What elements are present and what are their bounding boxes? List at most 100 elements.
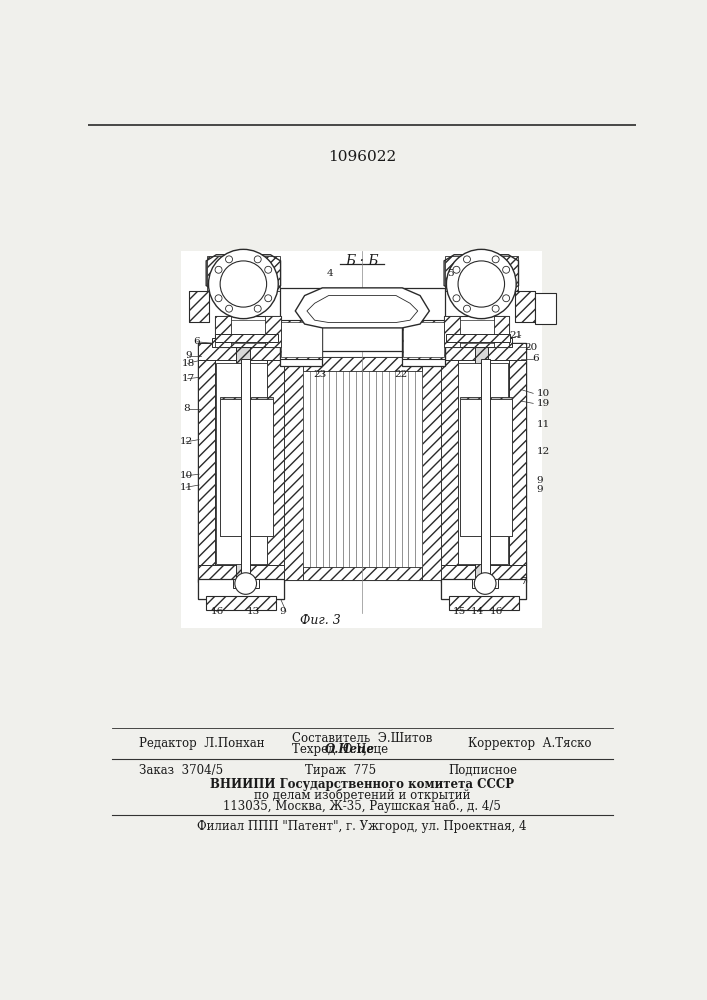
Text: Тираж  775: Тираж 775 — [305, 764, 377, 777]
Bar — [233, 579, 259, 588]
Bar — [322, 305, 402, 351]
Circle shape — [215, 266, 222, 273]
Circle shape — [255, 256, 261, 263]
Bar — [267, 343, 284, 582]
Bar — [216, 316, 231, 347]
Bar — [491, 397, 513, 536]
Bar — [421, 357, 441, 580]
Bar — [446, 334, 510, 342]
Text: 9: 9 — [280, 607, 286, 616]
Text: Техред  О.Неце: Техред О.Неце — [292, 743, 388, 756]
Text: 15: 15 — [452, 607, 466, 616]
Circle shape — [492, 256, 499, 263]
Text: 21: 21 — [509, 331, 522, 340]
Bar — [441, 582, 526, 599]
Text: Заказ  3704/5: Заказ 3704/5 — [139, 764, 223, 777]
Text: Корректор  А.Тяско: Корректор А.Тяско — [468, 737, 592, 750]
Bar — [444, 338, 513, 347]
Bar — [212, 338, 281, 347]
Bar — [402, 288, 445, 366]
Circle shape — [226, 305, 233, 312]
Text: Составитель  Э.Шитов: Составитель Э.Шитов — [292, 732, 433, 745]
Circle shape — [464, 305, 470, 312]
Circle shape — [474, 573, 496, 594]
Text: 12: 12 — [180, 437, 193, 446]
Bar — [236, 343, 250, 582]
Circle shape — [446, 249, 516, 319]
Text: 8: 8 — [183, 404, 189, 413]
Bar — [281, 322, 322, 357]
Bar — [199, 343, 284, 582]
Bar — [189, 291, 209, 322]
Bar — [280, 288, 322, 366]
Bar — [449, 596, 518, 610]
Circle shape — [255, 305, 261, 312]
Bar — [481, 359, 490, 582]
Text: 9: 9 — [537, 476, 543, 485]
Bar — [458, 363, 508, 564]
Text: 4: 4 — [327, 269, 333, 278]
Bar — [284, 357, 303, 580]
Bar — [207, 256, 280, 291]
Polygon shape — [307, 296, 418, 323]
Text: 7: 7 — [520, 578, 527, 586]
Bar — [199, 565, 284, 582]
Bar — [215, 334, 279, 342]
Text: 5: 5 — [448, 269, 454, 278]
Text: 11: 11 — [537, 420, 549, 429]
Text: 6: 6 — [193, 337, 199, 346]
Bar — [441, 565, 526, 582]
Bar — [189, 291, 209, 322]
Bar — [284, 357, 441, 580]
Bar — [441, 343, 526, 582]
Text: 18: 18 — [182, 359, 194, 368]
Text: 16: 16 — [490, 607, 503, 616]
Circle shape — [492, 305, 499, 312]
Bar — [206, 596, 276, 610]
Bar — [402, 320, 445, 359]
Text: 9: 9 — [537, 485, 543, 494]
Text: 11: 11 — [180, 483, 193, 492]
Bar — [449, 320, 505, 343]
Text: Филиал ППП "Патент", г. Ужгород, ул. Проектная, 4: Филиал ППП "Патент", г. Ужгород, ул. Про… — [197, 820, 527, 833]
Text: 1096022: 1096022 — [328, 150, 396, 164]
Circle shape — [453, 266, 460, 273]
Bar — [460, 397, 481, 536]
Circle shape — [215, 295, 222, 302]
Bar — [403, 322, 444, 357]
Circle shape — [453, 295, 460, 302]
Bar — [441, 343, 526, 360]
Circle shape — [458, 261, 505, 307]
Text: 10: 10 — [180, 471, 193, 480]
Bar — [509, 343, 526, 582]
Bar — [199, 343, 284, 360]
Bar — [220, 320, 276, 343]
Polygon shape — [444, 255, 518, 292]
Bar — [460, 399, 513, 536]
Text: 22: 22 — [395, 370, 408, 379]
Bar — [199, 579, 284, 599]
Bar — [441, 343, 458, 582]
Bar — [445, 256, 518, 291]
Text: 6: 6 — [532, 354, 539, 363]
Circle shape — [226, 256, 233, 263]
Text: Б · Б: Б · Б — [345, 254, 379, 268]
Bar — [475, 343, 489, 582]
Bar — [251, 397, 273, 536]
Polygon shape — [296, 288, 429, 328]
Text: 12: 12 — [537, 447, 549, 456]
Text: 19: 19 — [537, 399, 549, 408]
Text: 23: 23 — [313, 370, 327, 379]
Bar — [220, 399, 273, 536]
Bar — [241, 359, 250, 582]
Circle shape — [264, 266, 271, 273]
Text: 113035, Москва, Ж-35, Раушская наб., д. 4/5: 113035, Москва, Ж-35, Раушская наб., д. … — [223, 799, 501, 813]
Text: Редактор  Л.Понхан: Редактор Л.Понхан — [139, 737, 264, 750]
Text: Фиг. 3: Фиг. 3 — [300, 614, 341, 627]
Circle shape — [503, 266, 510, 273]
Text: 20: 20 — [525, 343, 538, 352]
Text: ВНИИПИ Государственного комитета СССР: ВНИИПИ Государственного комитета СССР — [210, 778, 514, 791]
Text: 13: 13 — [247, 607, 260, 616]
Bar — [515, 291, 534, 322]
Bar — [444, 316, 509, 347]
